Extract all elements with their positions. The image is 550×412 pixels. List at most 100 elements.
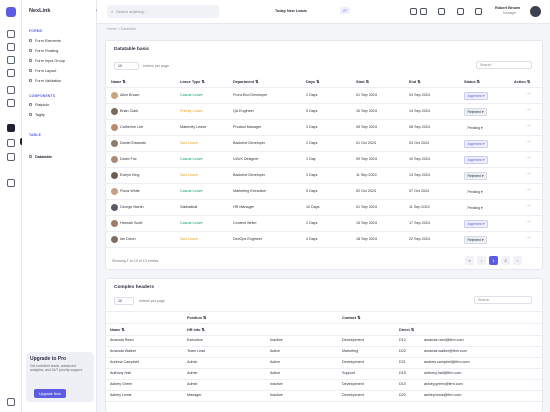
grid-apps-icon[interactable] [438, 8, 445, 15]
divider [106, 87, 544, 88]
column-header[interactable]: End ⇅ [409, 80, 421, 84]
more-actions-icon[interactable]: ⋯ [526, 170, 531, 177]
more-actions-icon[interactable]: ⋯ [526, 186, 531, 193]
column-header[interactable]: Action ⇅ [514, 80, 531, 84]
leave-type: Casual Leave [180, 189, 203, 193]
table-search-input[interactable]: Search [476, 61, 532, 69]
page-size-select[interactable]: 10 [114, 62, 139, 70]
document-icon[interactable] [7, 139, 15, 147]
avatar [111, 219, 118, 227]
bullet-icon [29, 59, 32, 63]
end-date: 22 Sep 2024 [409, 237, 430, 241]
extension: D15 [399, 371, 406, 375]
end-date: 03 Sep 2024 [409, 93, 430, 97]
status-badge[interactable]: Approved ▾ [464, 92, 489, 100]
group-header[interactable]: Contact ⇅ [342, 316, 361, 320]
theme-toggle-icon[interactable] [420, 8, 427, 15]
sidebar-item-flatpickr[interactable]: Flatpickr [29, 101, 91, 109]
department: Development [342, 393, 364, 397]
avatar [111, 123, 118, 131]
status-badge[interactable]: Approved ▾ [464, 156, 489, 164]
search-icon: ⌕ [111, 9, 114, 14]
avatar[interactable] [530, 6, 541, 17]
sidebar-item-tagify[interactable]: Tagify [29, 111, 91, 119]
breadcrumb: Home > Datatable [107, 27, 137, 31]
table-icon[interactable] [7, 124, 15, 132]
upgrade-button[interactable]: Upgrade Now [34, 389, 66, 398]
column-header[interactable]: Days ⇅ [306, 80, 320, 84]
avatar [111, 139, 118, 147]
extension: D21 [399, 360, 406, 364]
status-badge[interactable]: Pending ▾ [464, 188, 487, 196]
showing-entries: Showing 1 to 10 of 13 entries [112, 259, 159, 263]
more-actions-icon[interactable]: ⋯ [526, 122, 531, 129]
logout-icon[interactable] [7, 398, 15, 406]
divider [106, 183, 544, 184]
page-2-button[interactable]: 2 [501, 256, 510, 265]
pin-icon[interactable] [7, 86, 15, 94]
more-actions-icon[interactable]: ⋯ [526, 138, 531, 145]
more-actions-icon[interactable]: ⋯ [526, 90, 531, 97]
leave-type: Sabbatical [180, 205, 198, 209]
column-header[interactable]: Status ⇅ [464, 80, 480, 84]
home-icon[interactable] [7, 30, 15, 38]
status-text: Inactive [270, 393, 283, 397]
next-page-button[interactable]: › [513, 256, 522, 265]
sidebar-item-datatable[interactable]: Datatable [29, 153, 91, 161]
chart-icon[interactable] [7, 99, 15, 107]
divider [106, 151, 544, 152]
more-actions-icon[interactable]: ⋯ [526, 202, 531, 209]
sparkle-icon[interactable] [410, 8, 417, 15]
first-page-button[interactable]: « [465, 256, 474, 265]
calendar-icon[interactable] [475, 8, 482, 15]
box-icon[interactable] [7, 69, 15, 77]
status-badge[interactable]: Rejected ▾ [464, 108, 488, 116]
status-badge[interactable]: Approved ▾ [464, 140, 489, 148]
sidebar-item-form-input-group[interactable]: Form Input Group [29, 57, 91, 65]
days: 2 Days [306, 141, 318, 145]
status-badge[interactable]: Approved ▾ [464, 220, 489, 228]
status-text: Active [270, 371, 281, 375]
notification-bell-icon[interactable] [457, 8, 464, 15]
end-date: 08 Sep 2024 [409, 125, 430, 129]
group-header[interactable]: Position ⇅ [187, 316, 207, 320]
sidebar-item-form-elements[interactable]: Form Elements [29, 37, 91, 45]
more-actions-icon[interactable]: ⋯ [526, 218, 531, 225]
end-date: 07 Oct 2024 [409, 189, 430, 193]
sidebar-item-form-validation[interactable]: Form Validation [29, 77, 91, 85]
bullet-icon [29, 79, 32, 83]
department: Marketing Executive [233, 189, 267, 193]
column-header[interactable]: Department ⇅ [233, 80, 259, 84]
days: 4 Days [306, 237, 318, 241]
sidebar-item-form-layout[interactable]: Form Layout [29, 67, 91, 75]
layers-icon[interactable] [7, 56, 15, 64]
column-header[interactable]: HR Info ⇅ [187, 328, 205, 332]
column-header[interactable]: Name ⇅ [110, 328, 125, 332]
status-badge[interactable]: Pending ▾ [464, 204, 487, 212]
bar-chart-icon[interactable] [7, 153, 15, 161]
plus-icon[interactable] [7, 179, 15, 187]
table-search-input[interactable]: Search [474, 296, 532, 304]
page-1-button[interactable]: 1 [489, 256, 498, 265]
global-search-input[interactable]: ⌕ Search anything... [107, 5, 219, 18]
sidebar-item-form-floating[interactable]: Form Floating [29, 47, 91, 55]
status-badge[interactable]: Rejected ▾ [464, 236, 488, 244]
leads-count-badge: 27 [340, 7, 350, 14]
divider [106, 135, 544, 136]
column-header[interactable]: Direct ⇅ [399, 328, 414, 332]
leave-type: Sick Leave [180, 173, 199, 177]
column-header[interactable]: Start ⇅ [356, 80, 369, 84]
user-role: Manager [503, 11, 517, 15]
more-actions-icon[interactable]: ⋯ [526, 154, 531, 161]
more-actions-icon[interactable]: ⋯ [526, 106, 531, 113]
column-header[interactable]: Leave Type ⇅ [180, 80, 205, 84]
prev-page-button[interactable]: ‹ [477, 256, 486, 265]
status-badge[interactable]: Rejected ▾ [464, 172, 488, 180]
page-size-select[interactable]: 10 [114, 297, 134, 305]
more-actions-icon[interactable]: ⋯ [526, 234, 531, 241]
email: anthony.hall@firm.com [424, 371, 462, 375]
sidebar: NexLink « FORMS Form Elements Form Float… [22, 0, 99, 412]
column-header[interactable]: Name ⇅ [111, 80, 126, 84]
status-badge[interactable]: Pending ▾ [464, 124, 487, 132]
grid-icon[interactable] [7, 43, 15, 51]
